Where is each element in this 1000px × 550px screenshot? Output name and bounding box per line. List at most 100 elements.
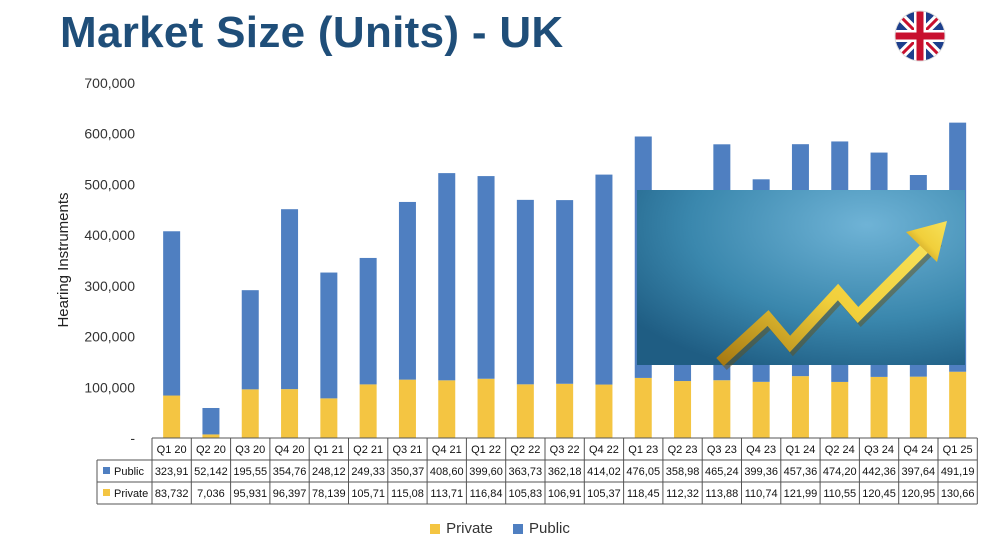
table-cell-private: 130,66 — [941, 488, 975, 500]
table-cell-public: 399,60 — [469, 466, 503, 478]
chart-legend: Private Public — [0, 520, 1000, 537]
table-cell-public: 249,33 — [351, 466, 385, 478]
table-swatch-private — [103, 489, 110, 496]
table-cell-public: 399,36 — [744, 466, 778, 478]
table-cell-private: 120,45 — [862, 488, 896, 500]
bar-public — [320, 272, 338, 399]
x-category-label: Q2 21 — [353, 444, 383, 456]
x-category-label: Q3 20 — [235, 444, 265, 456]
x-category-label: Q3 23 — [707, 444, 737, 456]
y-axis-label: Hearing Instruments — [55, 192, 72, 327]
table-cell-public: 465,24 — [705, 466, 739, 478]
y-tick-label: 400,000 — [84, 227, 135, 243]
x-category-label: Q1 21 — [314, 444, 344, 456]
y-tick-label: 700,000 — [84, 75, 135, 91]
y-tick-label: 500,000 — [84, 176, 135, 192]
table-cell-private: 112,32 — [666, 488, 699, 500]
table-cell-public: 476,05 — [626, 466, 660, 478]
bar-public — [241, 290, 259, 390]
table-cell-public: 491,19 — [941, 466, 975, 478]
table-cell-private: 7,036 — [197, 488, 225, 500]
table-cell-public: 474,20 — [823, 466, 857, 478]
bar-public — [398, 201, 416, 380]
bar-private — [241, 389, 259, 438]
table-cell-private: 113,71 — [430, 488, 463, 500]
bar-private — [359, 384, 377, 438]
bar-public — [516, 199, 534, 385]
bar-public — [438, 173, 456, 381]
legend-label-private: Private — [446, 520, 493, 537]
bar-public — [595, 174, 613, 385]
table-cell-private: 110,55 — [823, 488, 856, 500]
x-category-label: Q4 22 — [589, 444, 619, 456]
table-row-header-public: Public — [114, 466, 144, 478]
bar-private — [595, 384, 613, 438]
table-cell-private: 105,71 — [351, 488, 385, 500]
table-cell-private: 116,84 — [470, 488, 503, 500]
y-tick-label: 200,000 — [84, 329, 135, 345]
table-cell-private: 121,99 — [784, 488, 818, 500]
bar-private — [320, 398, 338, 438]
table-cell-private: 105,83 — [509, 488, 543, 500]
bar-private — [634, 377, 652, 438]
x-category-label: Q4 21 — [432, 444, 462, 456]
bar-private — [398, 379, 416, 438]
x-category-label: Q3 21 — [392, 444, 422, 456]
x-category-label: Q3 22 — [550, 444, 580, 456]
x-category-label: Q2 23 — [668, 444, 698, 456]
legend-swatch-private — [430, 524, 441, 535]
bar-private — [438, 380, 456, 438]
table-cell-private: 113,88 — [705, 488, 738, 500]
table-cell-private: 110,74 — [745, 488, 778, 500]
table-cell-public: 414,02 — [587, 466, 621, 478]
bar-private — [831, 381, 849, 438]
x-category-label: Q2 22 — [510, 444, 540, 456]
table-cell-public: 195,55 — [233, 466, 267, 478]
x-category-label: Q4 24 — [903, 444, 933, 456]
table-cell-private: 120,95 — [902, 488, 936, 500]
legend-item-private: Private — [430, 520, 493, 537]
stacked-bar-chart: - 100,000 200,000 300,000 400,000 500,000 600,… — [55, 75, 978, 505]
y-tick-label: 100,000 — [84, 379, 135, 395]
x-category-label: Q2 20 — [196, 444, 226, 456]
x-category-label: Q4 23 — [746, 444, 776, 456]
x-category-label: Q1 20 — [157, 444, 187, 456]
table-cell-public: 442,36 — [862, 466, 896, 478]
table-cell-public: 397,64 — [902, 466, 936, 478]
upward-arrow-image — [637, 190, 965, 371]
legend-item-public: Public — [513, 520, 570, 537]
bar-private — [713, 380, 731, 438]
bar-private — [516, 384, 534, 438]
bar-private — [909, 376, 927, 438]
table-cell-private: 96,397 — [273, 488, 307, 500]
table-cell-public: 52,142 — [194, 466, 228, 478]
x-category-label: Q1 22 — [471, 444, 501, 456]
table-cell-private: 106,91 — [548, 488, 582, 500]
page-title: Market Size (Units) - UK — [60, 8, 564, 57]
table-cell-public: 363,73 — [509, 466, 543, 478]
bar-private — [477, 378, 495, 438]
bar-public — [477, 176, 495, 379]
bar-public — [202, 407, 220, 435]
table-cell-public: 358,98 — [666, 466, 700, 478]
legend-swatch-public — [513, 524, 523, 535]
table-cell-public: 350,37 — [391, 466, 425, 478]
table-cell-private: 105,37 — [587, 488, 621, 500]
bar-private — [674, 381, 692, 438]
x-category-label: Q1 24 — [785, 444, 815, 456]
table-cell-private: 115,08 — [391, 488, 424, 500]
table-cell-private: 118,45 — [627, 488, 660, 500]
bar-private — [202, 434, 220, 438]
table-cell-public: 248,12 — [312, 466, 346, 478]
bar-private — [556, 383, 574, 438]
bar-private — [281, 389, 299, 438]
legend-label-public: Public — [529, 520, 570, 537]
table-cell-public: 354,76 — [273, 466, 307, 478]
uk-flag-icon — [894, 10, 946, 62]
bar-private — [752, 381, 770, 438]
bar-public — [281, 209, 299, 390]
x-category-label: Q2 24 — [825, 444, 855, 456]
bar-public — [359, 257, 377, 385]
bar-private — [791, 376, 809, 438]
table-cell-private: 95,931 — [233, 488, 267, 500]
